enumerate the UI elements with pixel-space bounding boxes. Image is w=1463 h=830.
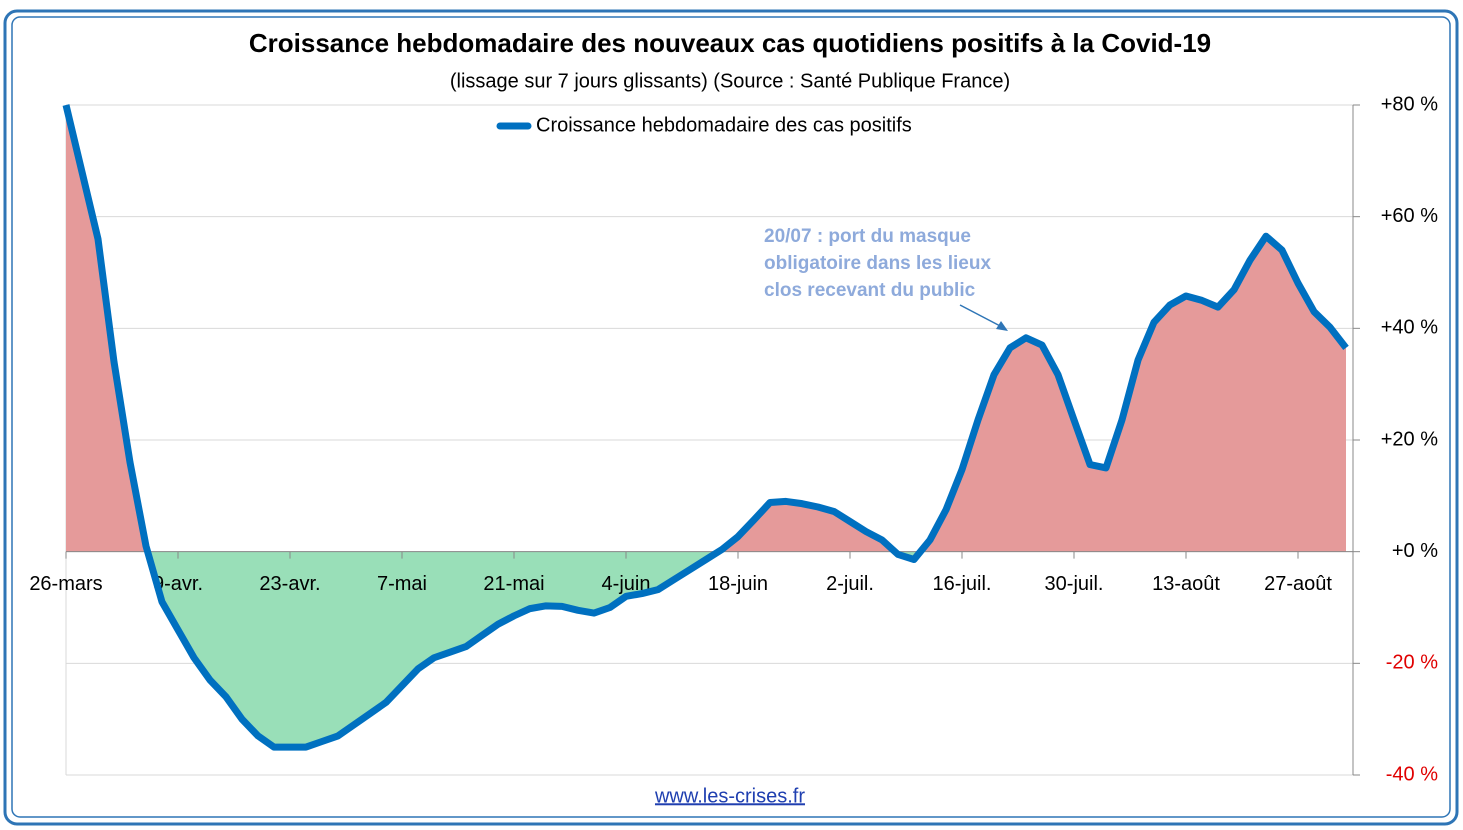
x-tick-label: 18-juin [708,573,768,595]
legend-label: Croissance hebdomadaire des cas positifs [536,114,912,136]
y-tick-label: +0 % [1392,540,1438,562]
y-tick-label: +40 % [1381,317,1438,339]
x-tick-label: 16-juil. [933,573,992,595]
x-tick-label: 13-août [1152,573,1220,595]
x-tick-label: 26-mars [29,573,102,595]
chart-subtitle: (lissage sur 7 jours glissants) (Source … [450,70,1010,92]
x-tick-label: 2-juil. [826,573,874,595]
annotation-text: obligatoire dans les lieux [764,253,991,274]
y-tick-label: -40 % [1386,763,1438,785]
x-tick-label: 7-mai [377,573,427,595]
x-tick-label: 9-avr. [153,573,203,595]
x-tick-label: 21-mai [483,573,544,595]
x-tick-label: 27-août [1264,573,1332,595]
annotation-text: 20/07 : port du masque [764,226,971,247]
series-line [62,104,1349,751]
x-tick-label: 23-avr. [259,573,320,595]
y-tick-label: +80 % [1381,93,1438,115]
x-tick-label: 4-juin [602,573,651,595]
y-tick-label: +60 % [1381,205,1438,227]
annotation-arrowhead [996,321,1008,331]
y-tick-label: -20 % [1386,652,1438,674]
outer-border [3,9,1459,826]
plot-area: +80 % +60 % +40 % +20 % +0 % -20 % -40 % 26-mar… [29,93,1438,785]
y-tick-label: +20 % [1381,428,1438,450]
chart-title: Croissance hebdomadaire des nouveaux cas… [249,28,1211,58]
source-link[interactable]: www.les-crises.fr [654,785,805,807]
annotation-arrow [959,304,1005,329]
inner-border [11,16,1451,818]
annotation-text: clos recevant du public [764,280,976,301]
x-tick-label: 30-juil. [1045,573,1104,595]
area-positive [66,105,1346,552]
